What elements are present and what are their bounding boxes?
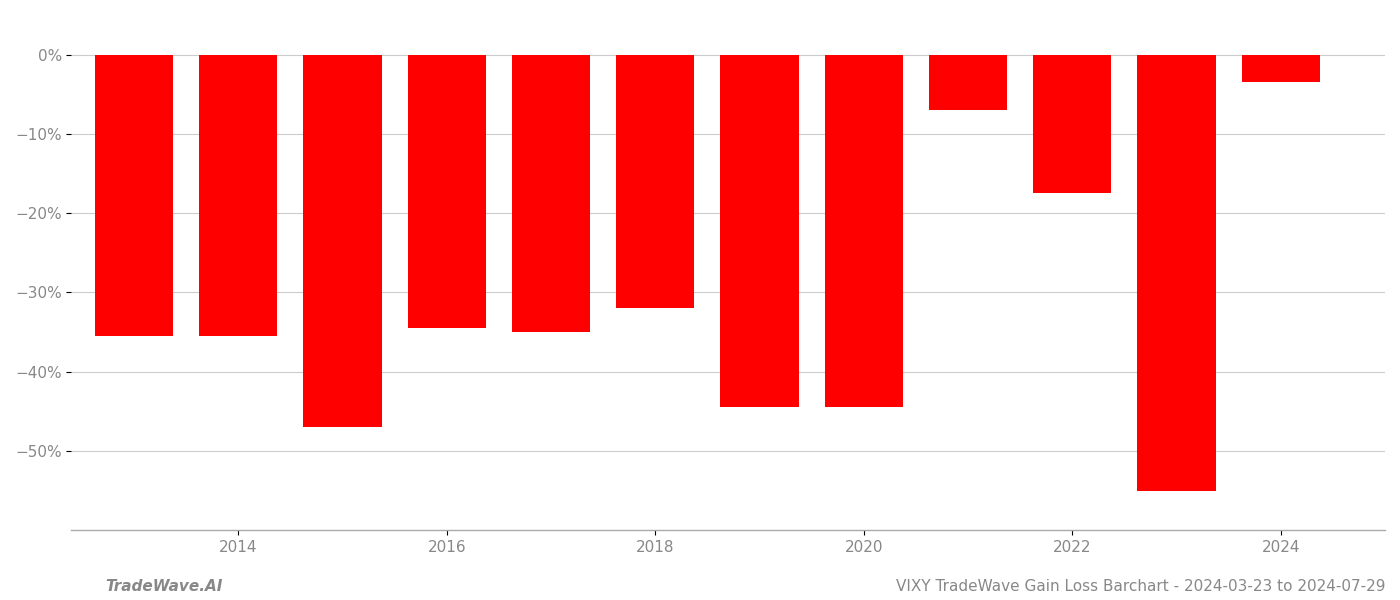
Bar bbox=[930, 55, 1007, 110]
Bar bbox=[304, 55, 382, 427]
Bar bbox=[721, 55, 798, 407]
Bar bbox=[95, 55, 174, 336]
Text: VIXY TradeWave Gain Loss Barchart - 2024-03-23 to 2024-07-29: VIXY TradeWave Gain Loss Barchart - 2024… bbox=[896, 579, 1386, 594]
Bar bbox=[512, 55, 591, 332]
Bar bbox=[616, 55, 694, 308]
Bar bbox=[1033, 55, 1112, 193]
Bar bbox=[407, 55, 486, 328]
Bar bbox=[1137, 55, 1215, 491]
Bar bbox=[825, 55, 903, 407]
Text: TradeWave.AI: TradeWave.AI bbox=[105, 579, 223, 594]
Bar bbox=[1242, 55, 1320, 82]
Bar bbox=[199, 55, 277, 336]
